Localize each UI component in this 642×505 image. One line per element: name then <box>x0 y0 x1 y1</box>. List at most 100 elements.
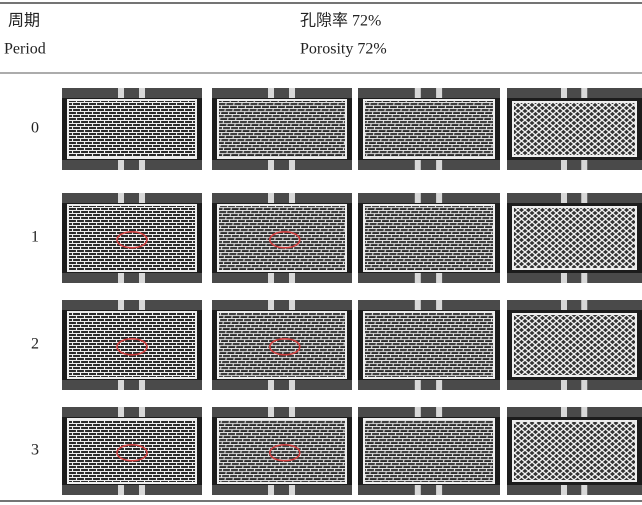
period-label: 3 <box>31 442 39 459</box>
clamp-bottom <box>212 160 352 170</box>
clamp-pillar <box>414 273 421 283</box>
clamp-pillar <box>139 160 145 170</box>
clamp-top <box>62 88 202 98</box>
clamp-pillar <box>581 273 588 283</box>
clamp-top <box>212 407 352 417</box>
clamp-top <box>358 300 500 310</box>
clamp-pillar <box>118 273 124 283</box>
clamp-pillar <box>414 193 421 203</box>
period-header-cn: 周期 <box>8 12 40 30</box>
clamp-pillar <box>268 300 274 310</box>
clamp-pillar <box>118 193 124 203</box>
lattice <box>67 311 197 379</box>
clamp-top <box>507 193 642 203</box>
clamp-pillar <box>268 88 274 98</box>
lattice <box>217 311 347 379</box>
porosity-header-cn: 孔隙率 72% <box>300 12 381 30</box>
clamp-pillar <box>436 485 443 495</box>
image-grid: 0 1 2 3 <box>31 88 642 495</box>
clamp-pillar <box>139 88 145 98</box>
clamp-top <box>62 300 202 310</box>
clamp-bottom <box>507 485 642 495</box>
clamp-pillar <box>436 160 443 170</box>
lattice <box>512 101 637 157</box>
lattice <box>67 204 197 272</box>
clamp-top <box>507 407 642 417</box>
clamp-top <box>212 88 352 98</box>
clamp-pillar <box>436 273 443 283</box>
clamp-top <box>358 407 500 417</box>
clamp-pillar <box>561 300 567 310</box>
clamp-top <box>358 193 500 203</box>
highlight-ring <box>268 231 301 249</box>
clamp-pillar <box>414 380 421 390</box>
clamp-pillar <box>581 160 588 170</box>
clamp-pillar <box>436 88 443 98</box>
clamp-bottom <box>62 380 202 390</box>
clamp-bottom <box>212 273 352 283</box>
clamp-pillar <box>268 380 274 390</box>
clamp-pillar <box>118 88 124 98</box>
clamp-pillar <box>289 193 295 203</box>
clamp-pillar <box>289 380 295 390</box>
clamp-pillar <box>139 380 145 390</box>
clamp-pillar <box>268 273 274 283</box>
clamp-pillar <box>139 407 145 417</box>
clamp-pillar <box>289 88 295 98</box>
clamp-top <box>507 88 642 98</box>
clamp-pillar <box>436 193 443 203</box>
clamp-pillar <box>289 485 295 495</box>
highlight-ring <box>116 443 148 462</box>
period-label: 1 <box>31 229 39 246</box>
clamp-pillar <box>414 407 421 417</box>
clamp-bottom <box>507 273 642 283</box>
clamp-pillar <box>436 300 443 310</box>
period-label: 0 <box>31 120 39 137</box>
lattice <box>363 418 495 484</box>
lattice <box>217 418 347 484</box>
clamp-pillar <box>118 407 124 417</box>
clamp-pillar <box>561 88 567 98</box>
clamp-pillar <box>581 300 588 310</box>
clamp-pillar <box>118 300 124 310</box>
clamp-pillar <box>118 380 124 390</box>
period-label: 2 <box>31 336 39 353</box>
period-header-en: Period <box>4 41 46 58</box>
clamp-pillar <box>561 193 567 203</box>
clamp-bottom <box>358 380 500 390</box>
clamp-pillar <box>581 485 588 495</box>
clamp-top <box>507 300 642 310</box>
clamp-top <box>62 193 202 203</box>
clamp-pillar <box>139 485 145 495</box>
clamp-pillar <box>289 160 295 170</box>
clamp-pillar <box>289 273 295 283</box>
clamp-pillar <box>118 160 124 170</box>
lattice <box>512 206 637 270</box>
clamp-pillar <box>581 380 588 390</box>
clamp-bottom <box>212 485 352 495</box>
clamp-bottom <box>212 380 352 390</box>
clamp-pillar <box>436 407 443 417</box>
lattice <box>67 418 197 484</box>
clamp-pillar <box>414 160 421 170</box>
clamp-pillar <box>414 88 421 98</box>
clamp-bottom <box>62 273 202 283</box>
lattice <box>363 99 495 159</box>
clamp-pillar <box>581 193 588 203</box>
lattice <box>512 420 637 482</box>
clamp-pillar <box>581 407 588 417</box>
clamp-bottom <box>358 160 500 170</box>
clamp-pillar <box>139 300 145 310</box>
clamp-pillar <box>139 273 145 283</box>
clamp-pillar <box>268 193 274 203</box>
clamp-pillar <box>561 407 567 417</box>
clamp-bottom <box>358 273 500 283</box>
clamp-pillar <box>414 485 421 495</box>
clamp-pillar <box>139 193 145 203</box>
lattice <box>363 204 495 272</box>
clamp-pillar <box>289 407 295 417</box>
clamp-top <box>358 88 500 98</box>
clamp-pillar <box>581 88 588 98</box>
clamp-pillar <box>561 160 567 170</box>
